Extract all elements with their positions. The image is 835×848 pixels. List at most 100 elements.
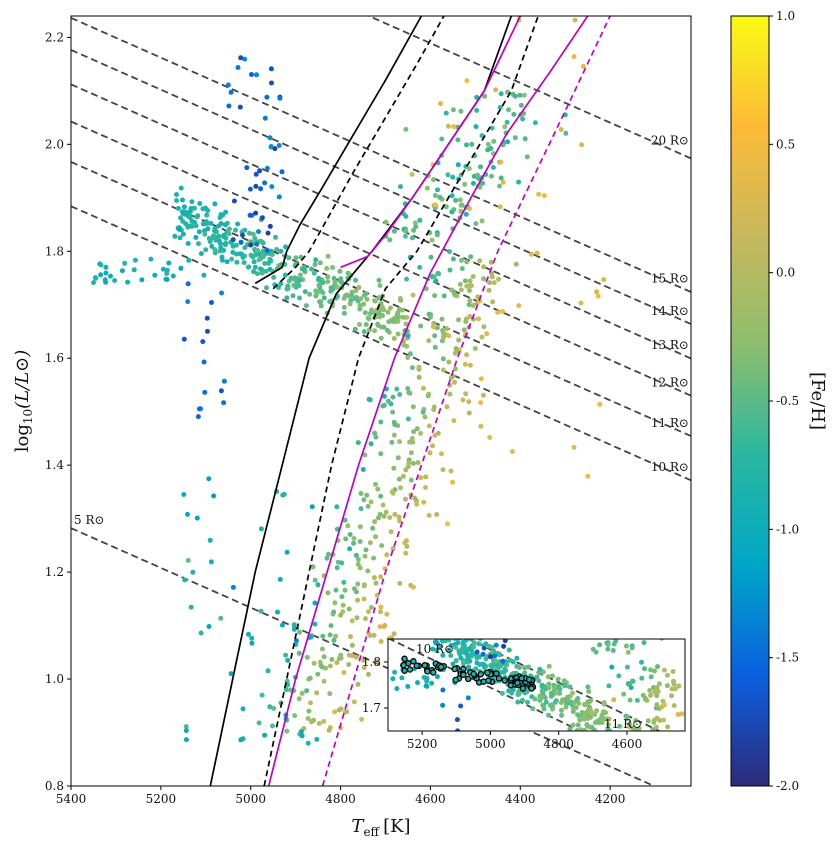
star-point xyxy=(601,277,607,282)
star-point xyxy=(327,632,333,638)
inset-star-point xyxy=(563,704,569,710)
star-point xyxy=(377,624,383,630)
star-point xyxy=(361,329,367,335)
star-point xyxy=(255,247,261,253)
star-point xyxy=(446,359,452,365)
star-point xyxy=(467,288,472,293)
star-point xyxy=(320,280,326,285)
inset-star-point xyxy=(567,684,573,690)
track-line xyxy=(340,16,522,269)
star-point xyxy=(284,728,290,734)
star-point xyxy=(349,642,355,648)
inset-star-point xyxy=(589,709,594,715)
star-point xyxy=(312,621,318,627)
star-point xyxy=(448,468,454,474)
star-point xyxy=(197,406,202,412)
star-point xyxy=(464,352,470,358)
inset-star-point xyxy=(597,642,603,648)
star-point xyxy=(180,218,186,224)
star-point xyxy=(277,576,283,582)
star-point xyxy=(341,579,347,585)
star-point xyxy=(534,250,540,256)
star-point xyxy=(249,635,255,641)
inset-star-point xyxy=(507,658,513,663)
inset-star-point xyxy=(509,690,515,696)
star-point xyxy=(324,265,330,271)
star-point xyxy=(455,137,461,143)
star-point xyxy=(302,289,308,295)
inset-star-point xyxy=(623,643,629,649)
inset-star-point xyxy=(611,697,617,703)
star-point xyxy=(498,175,504,181)
star-point xyxy=(341,310,347,316)
star-point xyxy=(406,460,412,466)
star-point xyxy=(183,728,189,734)
star-point xyxy=(271,274,277,280)
inset-star-point xyxy=(446,647,452,653)
y-tick-label: 1.0 xyxy=(45,672,64,686)
star-point xyxy=(311,270,317,276)
inset-star-point xyxy=(399,675,405,681)
star-point xyxy=(258,186,264,192)
inset-highlight-point xyxy=(518,675,525,682)
star-point xyxy=(218,245,224,250)
star-point xyxy=(219,257,225,263)
star-point xyxy=(355,561,361,567)
x-tick-label: 5400 xyxy=(56,792,87,806)
star-point xyxy=(256,229,261,235)
inset-star-point xyxy=(599,715,605,721)
star-point xyxy=(317,260,323,266)
star-point xyxy=(233,227,238,233)
inset-star-point xyxy=(499,690,505,696)
star-point xyxy=(467,362,473,368)
star-point xyxy=(509,449,515,454)
inset-x-tick-label: 4600 xyxy=(612,737,643,751)
star-point xyxy=(166,260,172,266)
inset-star-point xyxy=(639,659,644,665)
star-point xyxy=(414,426,420,432)
star-point xyxy=(294,280,300,286)
star-point xyxy=(432,193,438,198)
star-point xyxy=(437,194,443,200)
inset-star-point xyxy=(670,669,676,674)
star-point xyxy=(478,376,484,382)
star-point xyxy=(426,512,432,518)
star-point xyxy=(340,602,346,608)
star-point xyxy=(384,327,390,333)
inset-star-point xyxy=(493,658,499,664)
inset-star-point xyxy=(471,644,477,650)
star-point xyxy=(500,179,506,185)
star-point xyxy=(481,392,486,398)
radius-line-label: 13 R⊙ xyxy=(651,338,689,352)
inset-star-point xyxy=(654,702,660,708)
radius-line xyxy=(366,16,691,160)
star-point xyxy=(198,630,204,636)
star-point xyxy=(580,63,586,69)
star-point xyxy=(424,185,430,191)
star-point xyxy=(536,191,542,197)
star-point xyxy=(349,618,355,624)
star-point xyxy=(268,144,274,149)
inset-star-point xyxy=(633,717,639,723)
star-point xyxy=(489,173,494,179)
inset-star-point xyxy=(570,690,576,696)
star-point xyxy=(170,273,176,279)
star-point xyxy=(307,675,313,681)
inset-star-point xyxy=(588,697,594,703)
star-point xyxy=(221,378,227,384)
inset-star-point xyxy=(669,686,675,692)
star-point xyxy=(378,335,384,341)
inset-star-point xyxy=(536,678,542,684)
star-point xyxy=(378,493,384,499)
star-point xyxy=(516,303,522,309)
star-point xyxy=(390,409,396,415)
track-line xyxy=(254,16,423,285)
inset-star-point xyxy=(516,665,522,671)
star-point xyxy=(283,244,289,250)
star-point xyxy=(439,316,445,322)
star-point xyxy=(249,72,254,77)
star-point xyxy=(449,193,455,199)
inset-star-point xyxy=(479,661,485,667)
star-point xyxy=(512,93,518,99)
star-point xyxy=(198,251,204,257)
